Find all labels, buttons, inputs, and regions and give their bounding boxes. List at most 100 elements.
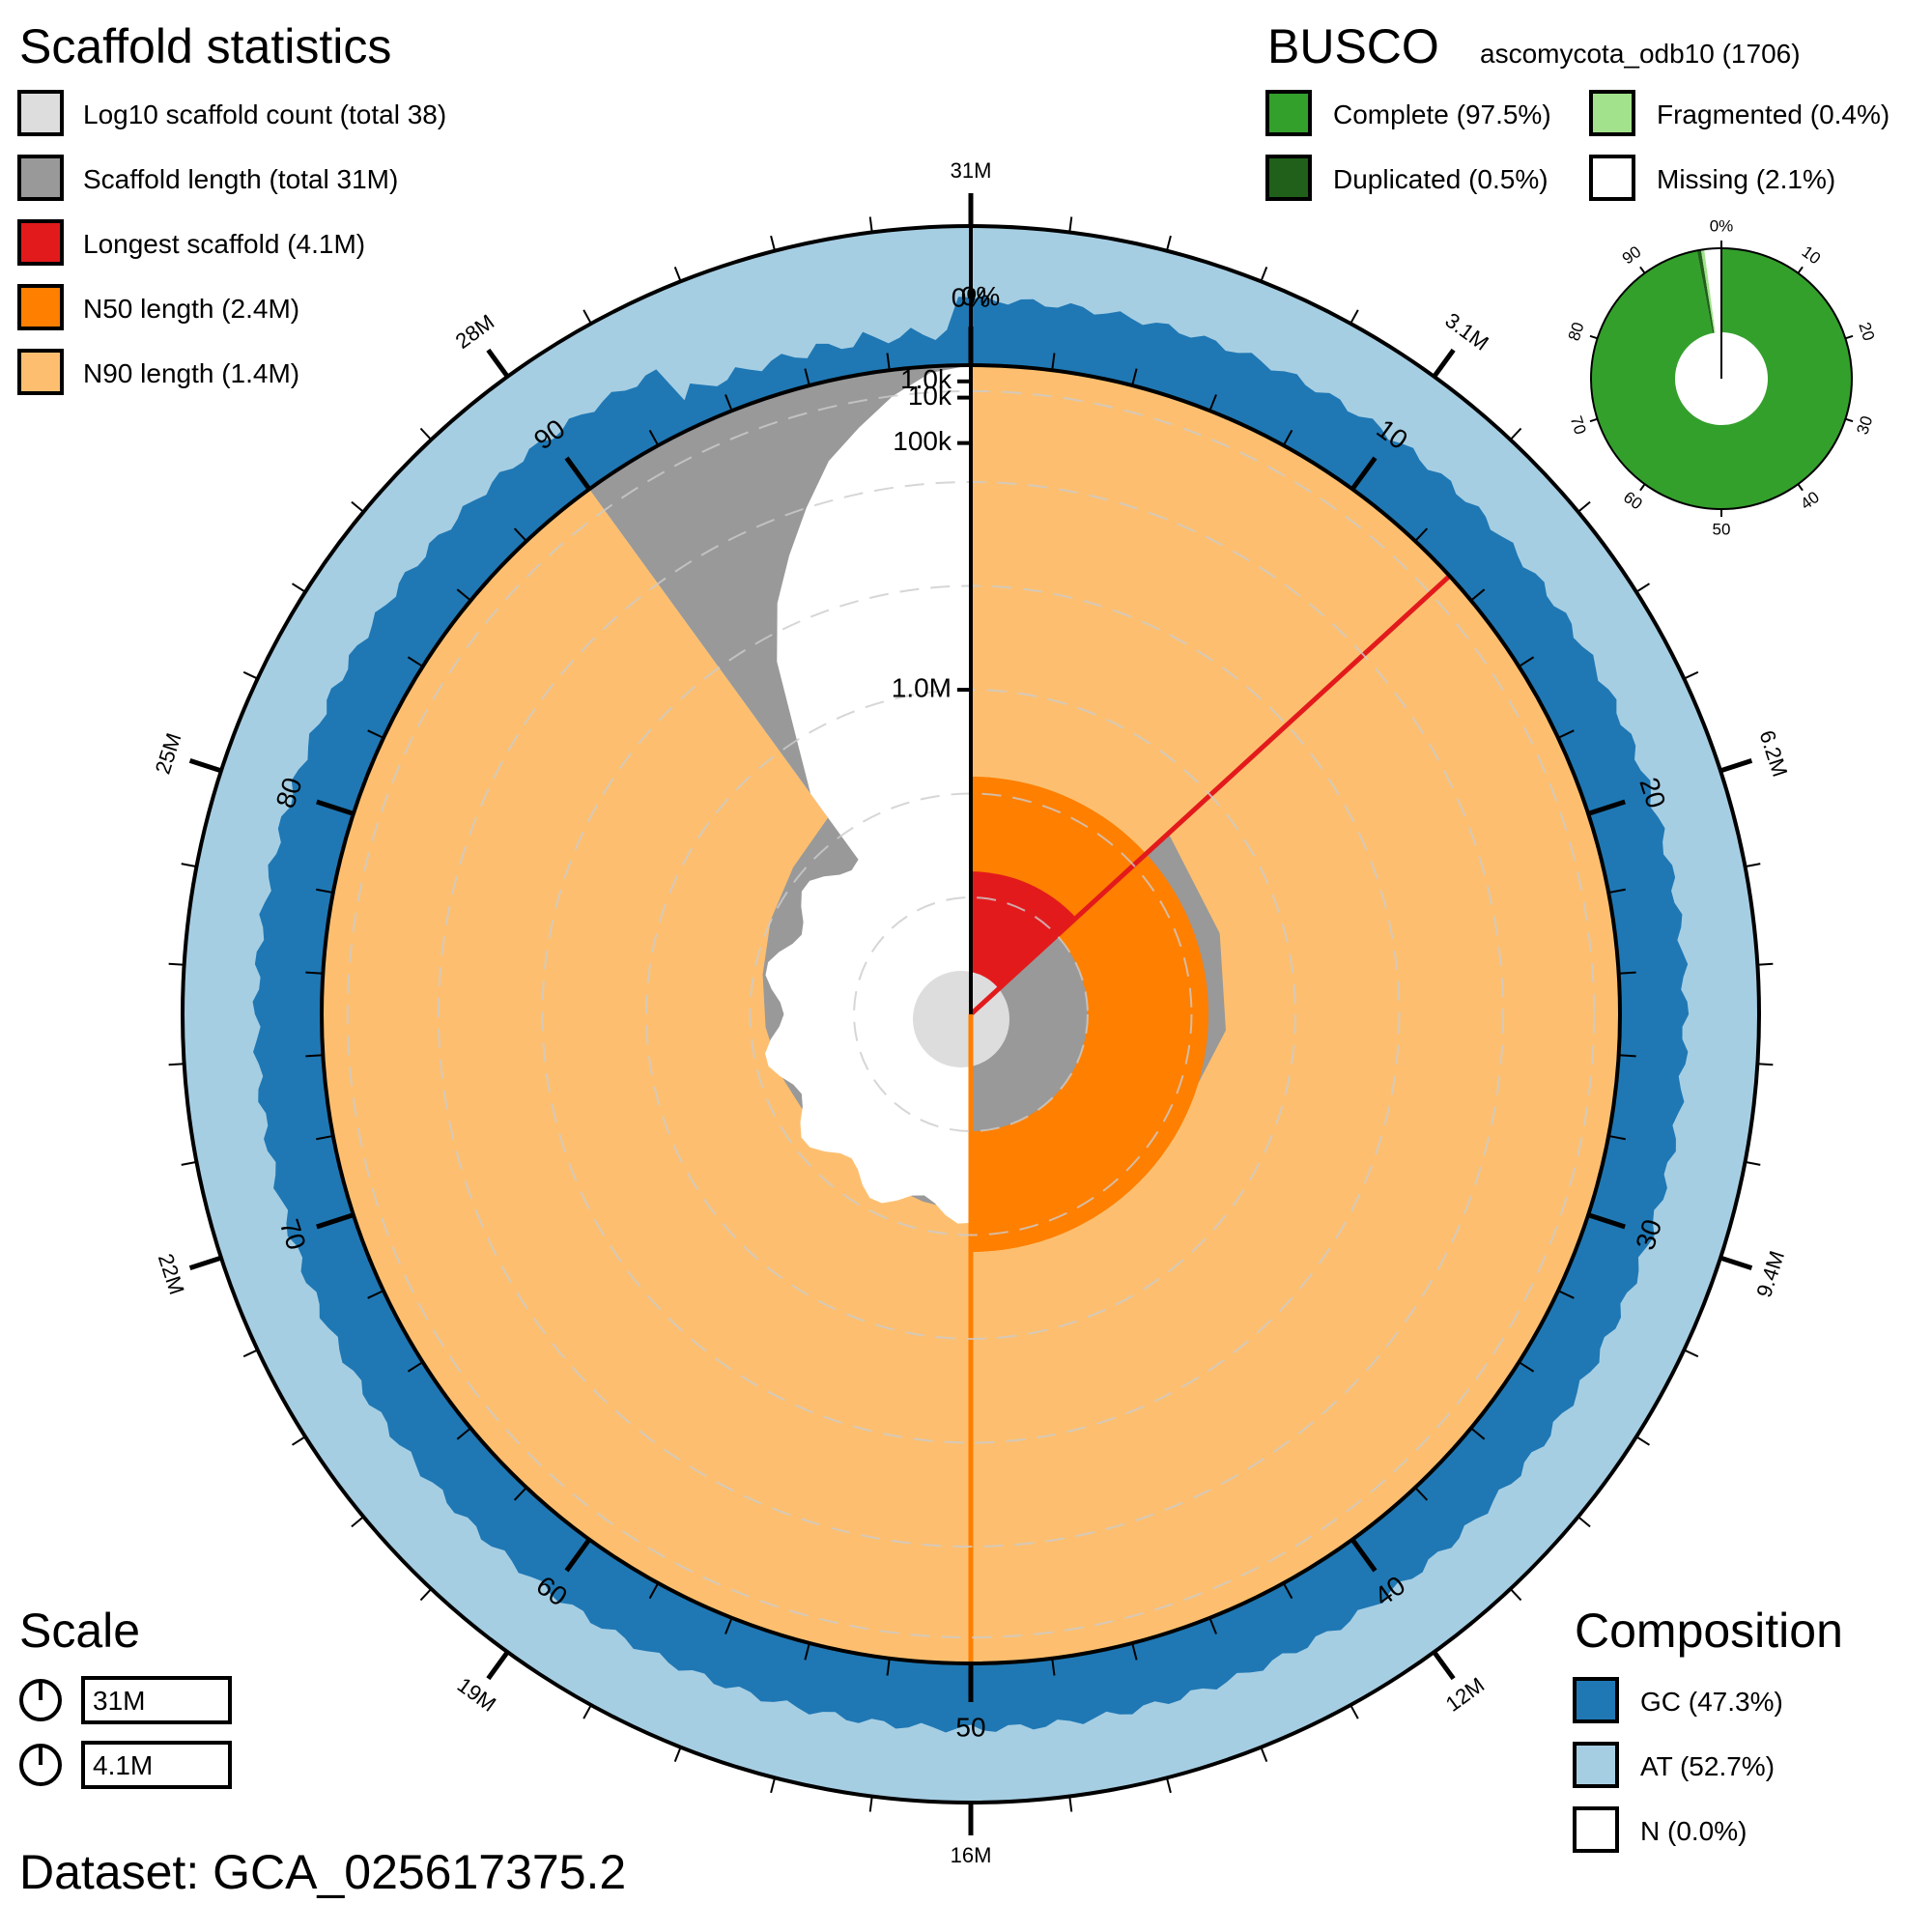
percent-tick-label: 50 [955,1712,985,1742]
legend-label: N90 length (1.4M) [83,358,299,388]
length-tick [1068,1796,1073,1812]
length-tick [1509,1588,1522,1602]
busco-tick-label: 80 [1565,320,1588,343]
percent-tick [456,588,471,602]
percent-tick [724,394,733,412]
length-tick [1509,427,1522,440]
percent-tick [564,456,592,491]
composition-swatch [1573,1742,1619,1788]
length-tick [770,1777,777,1794]
length-tick [291,582,306,593]
busco-tick [1639,266,1646,274]
percent-tick [1282,1582,1293,1600]
busco-tick [1845,417,1854,423]
percent-tick [1282,429,1293,446]
percent-tick [1607,1134,1626,1141]
percent-tick [1208,394,1217,412]
percent-tick [367,1290,384,1299]
length-tick [1260,1747,1268,1762]
scale-label: 4.1M [93,1750,153,1780]
length-tick [419,427,433,440]
busco-tick [1589,417,1598,423]
scaffold-statistics-legend: Scaffold statistics Log10 scaffold count… [17,19,446,395]
length-tick-label: 9.4M [1751,1248,1789,1300]
percent-tick [1618,1054,1636,1058]
grid-circle [853,896,1089,1132]
length-tick [673,1747,682,1762]
length-tick [188,1255,222,1271]
busco-segment [1700,249,1716,333]
length-tick [1683,1349,1699,1358]
busco-tick-label: 10 [1799,242,1824,268]
percent-tick [305,1054,324,1058]
scale-label: 31M [93,1686,145,1716]
percent-tick [804,1642,810,1661]
length-tick [168,962,185,966]
length-tick-label: 22M [154,1251,189,1297]
busco-legend-swatch [1589,90,1635,136]
busco-legend-swatch [1265,90,1312,136]
percent-tick [1470,588,1486,602]
length-inner-sector [971,935,1088,1131]
busco-legend-label: Duplicated (0.5%) [1333,164,1548,194]
percent-tick [407,1361,424,1373]
busco-tick-label: 30 [1853,413,1876,437]
percent-tick [1414,1487,1429,1501]
legend-swatch [17,155,64,201]
length-tick-label: 6.2M [1754,727,1792,780]
length-tick [419,1588,433,1602]
length-tick [1432,348,1456,379]
busco-lineage: ascomycota_odb10 (1706) [1480,39,1801,69]
percent-tick [724,1617,733,1634]
composition-swatch [1573,1677,1619,1723]
length-tick [242,1349,259,1358]
busco-legend-swatch [1265,155,1312,201]
length-tick [181,863,197,868]
length-tick [1757,1063,1774,1066]
snail-circle: 1020304050607080900%31M3.1M6.2M9.4M12M16… [151,158,1793,1867]
length-tick [1635,1435,1651,1446]
percent-tick [1518,1361,1535,1373]
busco-tick [1797,266,1804,274]
busco-tick [1845,334,1854,340]
busco-tick-label: 40 [1797,488,1822,513]
percent-tick [1557,729,1575,739]
length-tick [1719,1255,1753,1271]
percent-tick [1051,1658,1056,1676]
radial-tick-label: 1.0M [892,672,952,702]
grid-circle [346,389,1596,1639]
percent-tick [1587,1212,1626,1230]
length-tick [351,1516,364,1528]
busco-legend: BUSCO ascomycota_odb10 (1706) Complete (… [1265,19,1889,538]
length-tick [582,309,592,325]
grid-circle [749,792,1193,1236]
legend-swatch [17,349,64,395]
legend-swatch [17,284,64,330]
busco-tick [1589,334,1598,340]
percent-tick [886,353,891,371]
busco-tick [1797,483,1804,492]
busco-tick [1639,483,1646,492]
scale-box [81,1676,232,1724]
length-tick [1745,863,1761,868]
zero-percent-label: 0% [961,281,1000,311]
length-tick-label: 12M [1441,1672,1489,1716]
length-tick-label: 25M [151,730,186,777]
percent-tick [316,1134,334,1141]
percent-tick [316,1212,355,1230]
length-tick [486,348,510,379]
length-tick [1432,1650,1456,1681]
length-tick [181,1160,197,1166]
percent-tick [648,429,660,446]
length-tick [1350,309,1359,325]
percent-tick [456,1427,471,1440]
length-tick [1577,500,1591,513]
scale-legend: Scale 31M 4.1M [19,1604,232,1789]
percent-tick [513,527,527,542]
scale-box [81,1741,232,1789]
length-tick [582,1704,592,1719]
percent-tick [1518,656,1535,668]
busco-tick-label: 0% [1710,216,1734,235]
legend-label: Log10 scaffold count (total 38) [83,99,446,129]
legend-label: N50 length (2.4M) [83,294,299,324]
